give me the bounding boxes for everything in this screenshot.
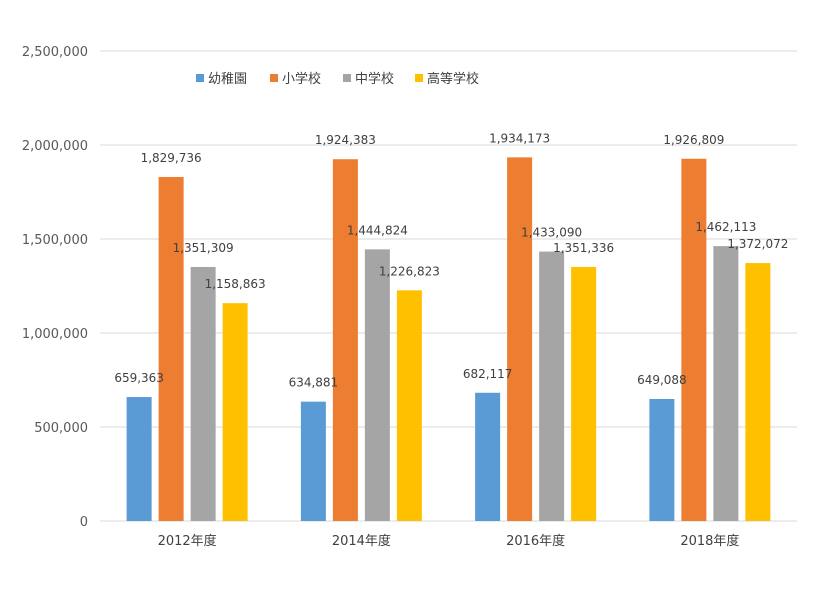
data-labels: 659,363 1,829,736 1,351,309 1,158,863 634,88…: [114, 131, 788, 389]
bar: [681, 158, 707, 522]
legend-label: 中学校: [355, 71, 394, 87]
legend-swatch: [196, 74, 204, 82]
y-axis: 0 500,000 1,000,000 1,500,000 2,000,000 2,500…: [22, 45, 88, 530]
data-label: 682,117: [463, 367, 513, 381]
data-label: 649,088: [637, 373, 687, 387]
data-label: 1,351,336: [553, 241, 614, 255]
legend-label: 幼稚園: [208, 72, 247, 87]
data-label: 1,158,863: [205, 277, 266, 291]
bar: [475, 392, 501, 521]
legend-swatch: [415, 74, 423, 82]
bar: [126, 397, 152, 521]
bar: [649, 398, 675, 521]
bar: [745, 263, 771, 521]
legend-label: 高等学校: [427, 71, 479, 87]
data-label: 1,433,090: [521, 226, 582, 240]
bar: [158, 177, 184, 521]
bar: [300, 401, 326, 521]
y-tick-label: 0: [80, 515, 88, 530]
data-label: 1,926,809: [663, 133, 724, 147]
data-label: 1,351,309: [173, 241, 234, 255]
x-tick-label: 2014年度: [332, 533, 391, 549]
bar: [364, 249, 390, 521]
y-tick-label: 2,500,000: [22, 45, 88, 60]
x-tick-label: 2018年度: [680, 533, 739, 549]
x-tick-label: 2012年度: [158, 533, 217, 549]
data-label: 1,444,824: [347, 223, 408, 237]
bars: [126, 157, 771, 522]
data-label: 634,881: [289, 376, 339, 390]
data-label: 1,829,736: [141, 151, 202, 165]
gridlines: [100, 50, 797, 522]
bar: [571, 266, 597, 521]
bar: [539, 251, 565, 521]
bar: [332, 159, 358, 521]
y-tick-label: 1,500,000: [22, 233, 88, 248]
legend-swatch: [270, 74, 278, 82]
bar: [507, 157, 533, 521]
data-label: 1,226,823: [379, 264, 440, 278]
x-axis: 2012年度 2014年度 2016年度 2018年度: [158, 533, 740, 549]
data-label: 659,363: [114, 371, 164, 385]
data-label: 1,372,072: [727, 237, 788, 251]
data-label: 1,462,113: [695, 220, 756, 234]
legend-label: 小学校: [282, 71, 321, 87]
x-tick-label: 2016年度: [506, 533, 565, 549]
bar: [396, 290, 422, 521]
y-tick-label: 500,000: [34, 421, 88, 436]
legend: 幼稚園 小学校 中学校 高等学校: [196, 71, 479, 87]
data-label: 1,924,383: [315, 133, 376, 147]
y-tick-label: 2,000,000: [22, 139, 88, 154]
legend-swatch: [343, 74, 351, 82]
y-tick-label: 1,000,000: [22, 327, 88, 342]
bar: [190, 266, 216, 521]
bar: [713, 246, 739, 522]
data-label: 1,934,173: [489, 131, 550, 145]
bar: [222, 303, 248, 521]
